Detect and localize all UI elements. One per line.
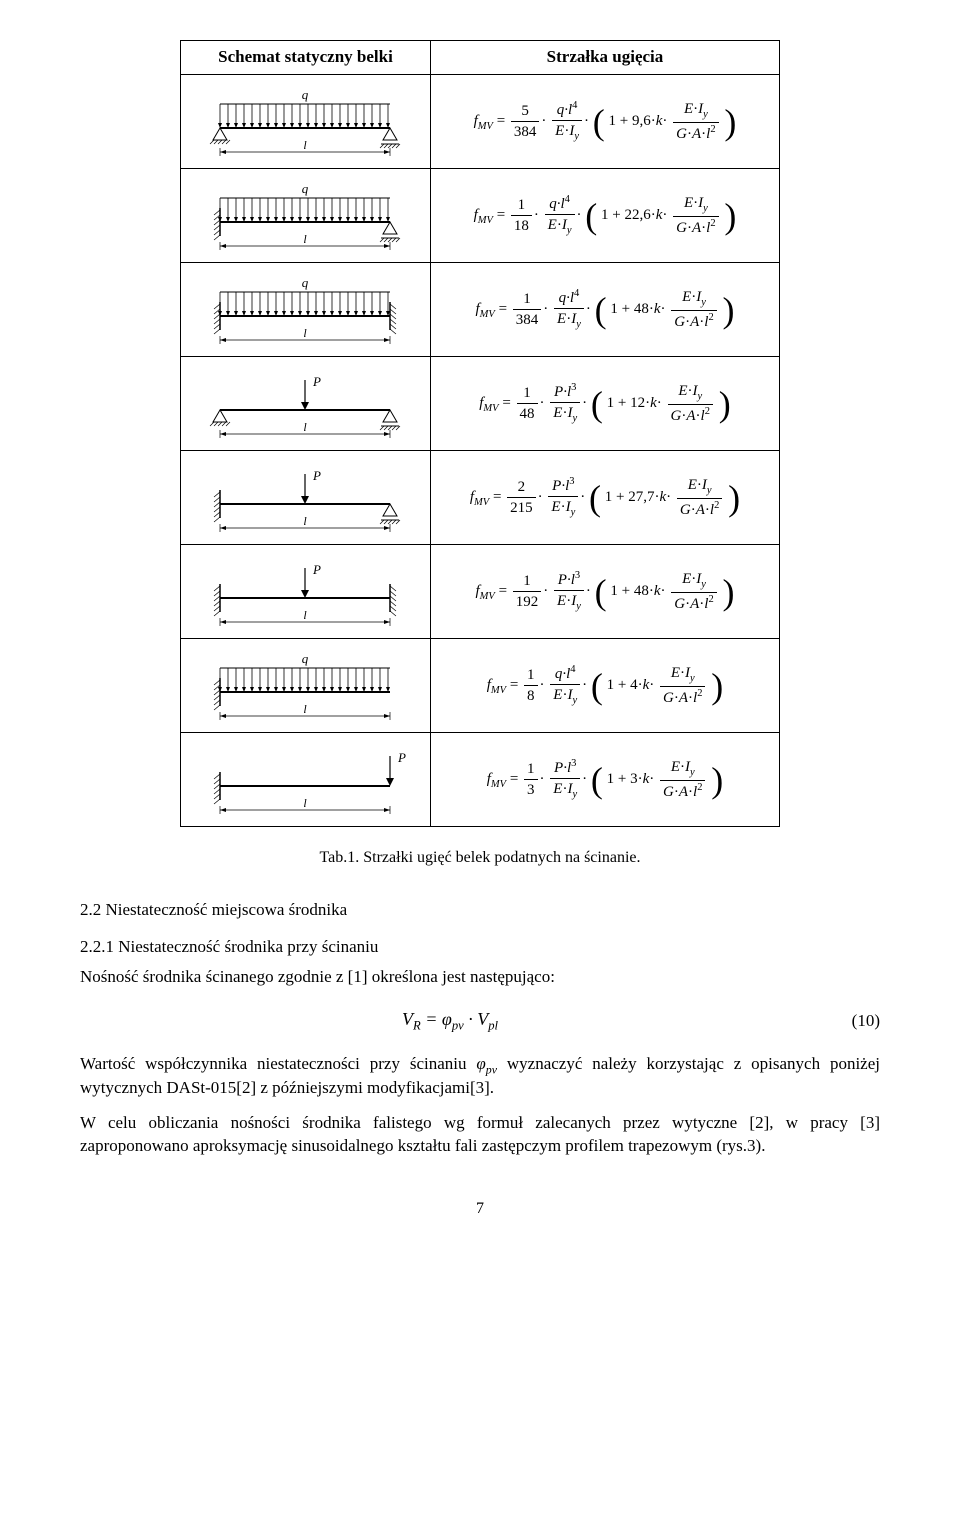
- table-caption: Tab.1. Strzałki ugięć belek podatnych na…: [80, 847, 880, 869]
- deflection-table: Schemat statyczny belki Strzałka ugięcia…: [180, 40, 780, 827]
- deflection-formula-1: fMV = 5384· q·l4 E·Iy · ( 1 + 9,6·k· E·I…: [430, 75, 779, 169]
- svg-text:P: P: [397, 750, 406, 765]
- deflection-formula-4: fMV = 148· P·l3 E·Iy · ( 1 + 12·k· E·Iy …: [430, 357, 779, 451]
- section-heading-2-2: 2.2 Niestateczność miejscowa środnika: [80, 899, 880, 922]
- svg-text:P: P: [312, 562, 321, 577]
- svg-text:l: l: [304, 420, 308, 434]
- paragraph-3: W celu obliczania nośności środnika fali…: [80, 1112, 880, 1158]
- table-row: ql fMV = 18· q·l4 E·Iy · ( 1 + 4·k· E·Iy…: [181, 639, 780, 733]
- svg-text:P: P: [312, 468, 321, 483]
- table-row: Pl fMV = 2215· P·l3 E·Iy · ( 1 + 27,7·k·…: [181, 451, 780, 545]
- phi-symbol: φ: [476, 1054, 485, 1073]
- deflection-formula-5: fMV = 2215· P·l3 E·Iy · ( 1 + 27,7·k· E·…: [430, 451, 779, 545]
- para2-lead: Wartość współczynnika niestateczności pr…: [80, 1054, 476, 1073]
- beam-diagram-1: ql: [181, 75, 431, 169]
- deflection-formula-3: fMV = 1384· q·l4 E·Iy · ( 1 + 48·k· E·Iy…: [430, 263, 779, 357]
- svg-text:l: l: [304, 326, 308, 340]
- beam-diagram-8: Pl: [181, 733, 431, 827]
- equation-10-body: VR = φpv · Vpl: [80, 1007, 820, 1035]
- paragraph-2: Wartość współczynnika niestateczności pr…: [80, 1053, 880, 1100]
- equation-10: VR = φpv · Vpl (10): [80, 1007, 880, 1035]
- beam-diagram-3: ql: [181, 263, 431, 357]
- svg-text:l: l: [304, 608, 308, 622]
- beam-diagram-5: Pl: [181, 451, 431, 545]
- svg-text:l: l: [304, 514, 308, 528]
- deflection-formula-2: fMV = 118· q·l4 E·Iy · ( 1 + 22,6·k· E·I…: [430, 169, 779, 263]
- phi-subscript: pv: [486, 1062, 497, 1076]
- svg-text:q: q: [302, 651, 309, 666]
- equation-10-number: (10): [820, 1010, 880, 1033]
- beam-diagram-6: Pl: [181, 545, 431, 639]
- deflection-formula-6: fMV = 1192· P·l3 E·Iy · ( 1 + 48·k· E·Iy…: [430, 545, 779, 639]
- svg-text:q: q: [302, 181, 309, 196]
- table-row: Pl fMV = 148· P·l3 E·Iy · ( 1 + 12·k· E·…: [181, 357, 780, 451]
- paragraph-1: Nośność środnika ścinanego zgodnie z [1]…: [80, 966, 880, 989]
- beam-diagram-7: ql: [181, 639, 431, 733]
- header-formula: Strzałka ugięcia: [430, 41, 779, 75]
- table-row: ql fMV = 5384· q·l4 E·Iy · ( 1 + 9,6·k· …: [181, 75, 780, 169]
- table-row: ql fMV = 1384· q·l4 E·Iy · ( 1 + 48·k· E…: [181, 263, 780, 357]
- section-heading-2-2-1: 2.2.1 Niestateczność środnika przy ścina…: [80, 936, 880, 959]
- table-row: Pl fMV = 1192· P·l3 E·Iy · ( 1 + 48·k· E…: [181, 545, 780, 639]
- table-row: ql fMV = 118· q·l4 E·Iy · ( 1 + 22,6·k· …: [181, 169, 780, 263]
- svg-text:l: l: [304, 702, 308, 716]
- beam-diagram-4: Pl: [181, 357, 431, 451]
- beam-diagram-2: ql: [181, 169, 431, 263]
- header-schema: Schemat statyczny belki: [181, 41, 431, 75]
- svg-text:l: l: [304, 232, 308, 246]
- svg-text:l: l: [304, 796, 308, 810]
- page-number: 7: [80, 1198, 880, 1220]
- deflection-formula-8: fMV = 13· P·l3 E·Iy · ( 1 + 3·k· E·Iy G·…: [430, 733, 779, 827]
- svg-text:q: q: [302, 87, 309, 102]
- svg-text:l: l: [304, 138, 308, 152]
- deflection-formula-7: fMV = 18· q·l4 E·Iy · ( 1 + 4·k· E·Iy G·…: [430, 639, 779, 733]
- svg-text:q: q: [302, 275, 309, 290]
- svg-text:P: P: [312, 374, 321, 389]
- table-row: Pl fMV = 13· P·l3 E·Iy · ( 1 + 3·k· E·Iy…: [181, 733, 780, 827]
